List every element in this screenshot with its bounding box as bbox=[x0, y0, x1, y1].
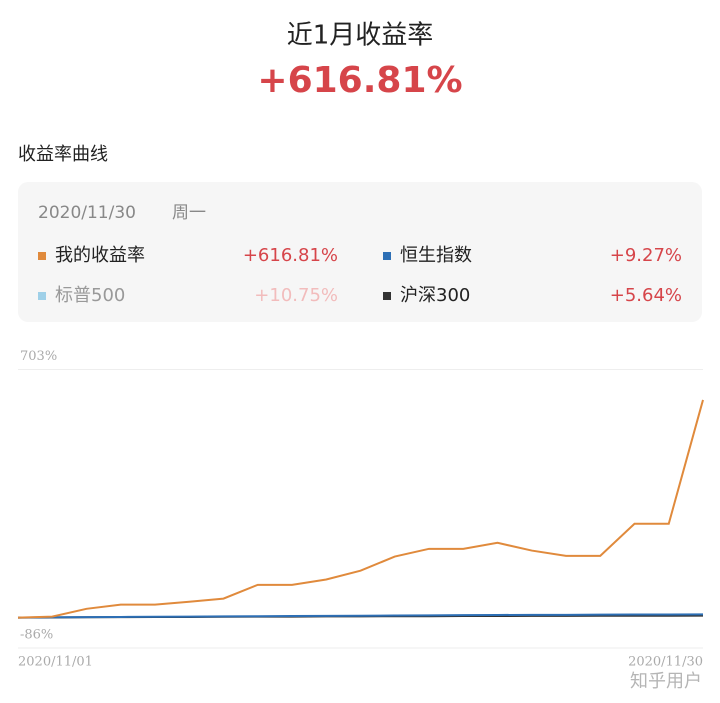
series-line bbox=[17, 399, 704, 619]
legend-value: +5.64% bbox=[610, 285, 682, 306]
legend-name: 标普500 bbox=[55, 285, 125, 306]
legend-value: +616.81% bbox=[243, 245, 338, 266]
legend-value: +9.27% bbox=[610, 245, 682, 266]
series-line bbox=[17, 613, 704, 619]
page-title: 近1月收益率 bbox=[287, 21, 434, 51]
x-tick-label: 2020/11/01 bbox=[18, 655, 93, 670]
watermark: 知乎用户 bbox=[630, 671, 702, 692]
legend-value: +10.75% bbox=[254, 285, 338, 306]
x-tick-label: 2020/11/30 bbox=[628, 655, 703, 670]
legend-name: 沪深300 bbox=[400, 285, 470, 306]
legend-swatch bbox=[383, 252, 391, 260]
y-tick-label: -86% bbox=[20, 628, 53, 643]
section-title: 收益率曲线 bbox=[18, 144, 108, 165]
legend-name: 恒生指数 bbox=[400, 245, 472, 266]
legend-swatch bbox=[38, 292, 46, 300]
y-tick-label: 703% bbox=[20, 349, 57, 364]
legend-name: 我的收益率 bbox=[55, 245, 145, 266]
info-card bbox=[18, 182, 702, 322]
legend-swatch bbox=[38, 252, 46, 260]
card-weekday: 周一 bbox=[172, 203, 206, 223]
legend-swatch bbox=[383, 292, 391, 300]
card-date: 2020/11/30 bbox=[38, 203, 136, 223]
total-return: +616.81% bbox=[257, 60, 462, 101]
